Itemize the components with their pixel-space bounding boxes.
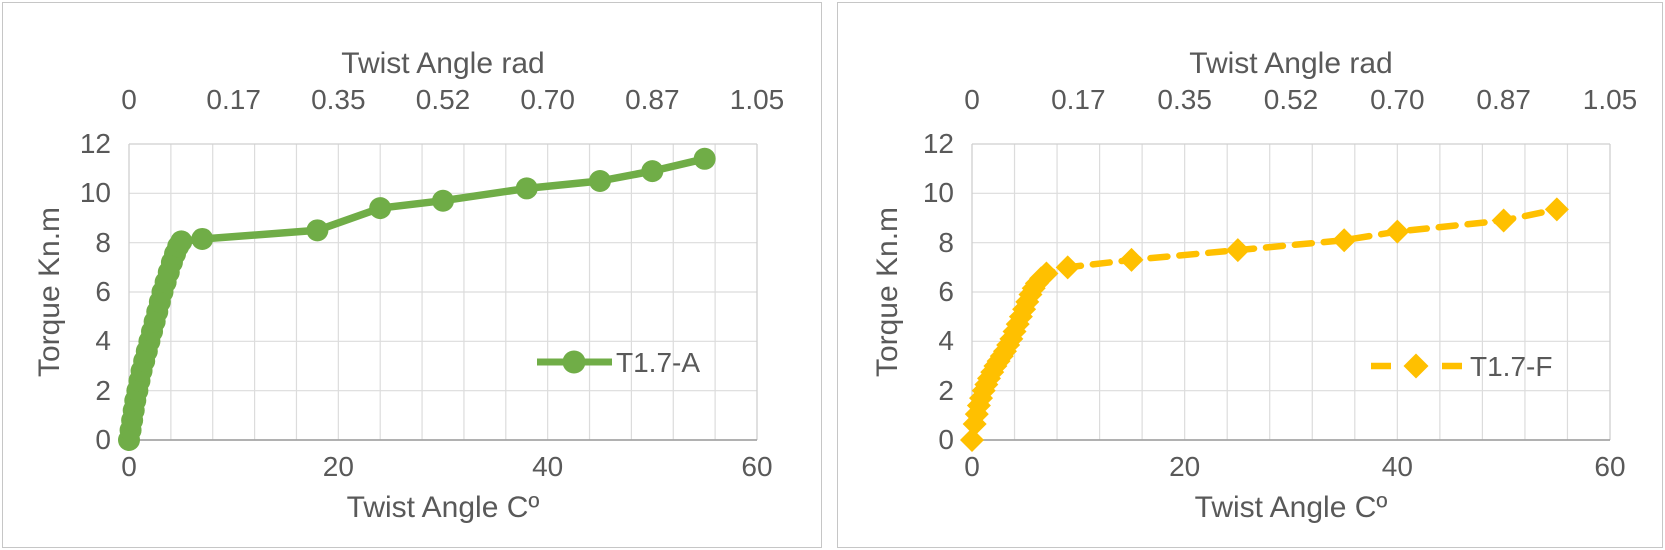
y-tick-label: 4 — [95, 325, 111, 357]
x-bottom-tick-label: 40 — [532, 451, 564, 482]
y-tick-label: 8 — [938, 226, 954, 258]
x-top-tick-label: 0.17 — [1051, 84, 1106, 115]
x-top-tick-label: 1.05 — [1582, 84, 1638, 115]
x-top-tick-label: 0.35 — [1157, 84, 1212, 115]
x-top-tick-label: 0 — [121, 84, 137, 115]
x-top-tick-label: 0.70 — [1370, 84, 1425, 115]
y-tick-label: 12 — [79, 128, 111, 159]
bottom-axis-title: Twist Angle Cº — [1194, 491, 1388, 524]
y-tick-label: 0 — [95, 424, 111, 455]
y-tick-label: 8 — [95, 226, 111, 258]
y-tick-label: 6 — [95, 276, 111, 307]
y-tick-label: 10 — [922, 177, 954, 209]
bottom-axis-title: Twist Angle Cº — [346, 491, 540, 524]
y-tick-label: 2 — [938, 374, 954, 406]
y-tick-label: 2 — [95, 374, 111, 406]
y-tick-label: 0 — [938, 424, 954, 455]
x-top-tick-label: 0.87 — [625, 84, 680, 115]
x-top-tick-label: 0.87 — [1476, 84, 1531, 115]
legend-label: T1.7-F — [1470, 351, 1553, 382]
y-tick-label: 4 — [938, 325, 954, 357]
x-bottom-tick-label: 40 — [1381, 451, 1413, 482]
top-axis-title: Twist Angle rad — [341, 47, 545, 80]
x-top-tick-label: 0 — [964, 84, 980, 115]
x-top-tick-label: 1.05 — [729, 84, 785, 115]
x-top-tick-label: 0.52 — [415, 84, 471, 115]
x-top-tick-label: 0.70 — [520, 84, 575, 115]
y-tick-label: 10 — [79, 177, 111, 209]
x-top-tick-label: 0.52 — [1263, 84, 1319, 115]
x-bottom-tick-label: 60 — [741, 451, 773, 482]
x-bottom-tick-label: 60 — [1594, 451, 1626, 482]
x-bottom-tick-label: 20 — [322, 451, 354, 482]
x-bottom-tick-label: 0 — [121, 451, 137, 482]
x-bottom-tick-label: 20 — [1169, 451, 1201, 482]
x-top-tick-label: 0.35 — [311, 84, 366, 115]
top-axis-title: Twist Angle rad — [1189, 47, 1393, 80]
legend-label: T1.7-A — [616, 347, 701, 378]
x-top-tick-label: 0.17 — [206, 84, 261, 115]
x-bottom-tick-label: 0 — [964, 451, 980, 482]
y-tick-label: 6 — [938, 276, 954, 307]
y-tick-label: 12 — [922, 128, 954, 159]
right-chart-panel — [837, 2, 1663, 548]
